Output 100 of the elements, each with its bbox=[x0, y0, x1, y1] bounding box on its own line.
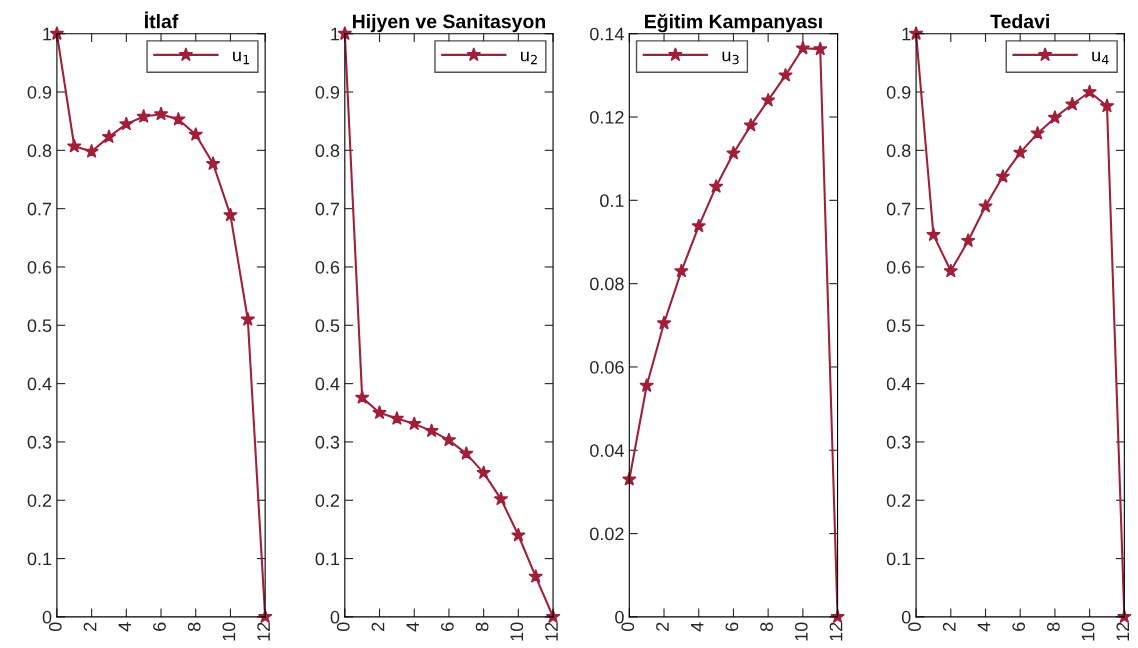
x-tick-label: 4 bbox=[690, 622, 704, 632]
point bbox=[240, 311, 256, 326]
point bbox=[812, 41, 828, 56]
point bbox=[493, 491, 509, 506]
point bbox=[223, 207, 238, 222]
y-tick-label: 0.2 bbox=[886, 494, 911, 507]
x-tick-label: 0 bbox=[621, 622, 635, 632]
y-tick-label: 0.1 bbox=[27, 552, 52, 566]
point bbox=[691, 218, 707, 233]
point bbox=[978, 198, 993, 213]
x-tick-label: 8 bbox=[187, 622, 201, 632]
point bbox=[389, 410, 405, 425]
y-tick-label: 0.3 bbox=[886, 435, 911, 449]
point bbox=[171, 111, 186, 126]
point bbox=[84, 143, 99, 158]
x-tick-label: 10 bbox=[1081, 622, 1095, 641]
x-tick-label: 6 bbox=[441, 622, 454, 631]
x-tick-label: 12 bbox=[545, 622, 558, 641]
y-tick-label: 0.1 bbox=[600, 194, 624, 208]
point bbox=[406, 416, 422, 431]
y-tick-label: 0.5 bbox=[27, 319, 52, 333]
point bbox=[1099, 98, 1115, 113]
x-tick-label: 6 bbox=[1012, 622, 1026, 631]
y-tick-label: 0.7 bbox=[27, 202, 52, 216]
y-tick-label: 0.8 bbox=[27, 144, 52, 158]
y-tick-label: 0.7 bbox=[886, 202, 911, 216]
x-tick-label: 6 bbox=[153, 622, 166, 631]
point bbox=[101, 129, 117, 144]
point bbox=[372, 405, 387, 420]
y-tick-label: 0.06 bbox=[590, 360, 624, 374]
x-tick-label: 12 bbox=[257, 622, 270, 641]
y-tick-label: 0.9 bbox=[886, 85, 911, 99]
chart-title: İtlaf bbox=[145, 11, 179, 29]
point bbox=[511, 527, 526, 542]
x-tick-label: 2 bbox=[371, 622, 385, 631]
y-tick-label: 0.14 bbox=[590, 27, 624, 41]
point bbox=[1064, 96, 1080, 111]
x-tick-label: 4 bbox=[118, 622, 131, 632]
chart-title: Hijyen ve Sanitasyon bbox=[352, 14, 545, 33]
x-tick-label: 8 bbox=[475, 622, 489, 632]
x-tick-label: 12 bbox=[829, 622, 843, 641]
point bbox=[1012, 145, 1028, 159]
y-tick-label: 0.8 bbox=[315, 144, 340, 158]
y-tick-label: 0.4 bbox=[886, 377, 911, 391]
point bbox=[66, 138, 82, 153]
x-tick-label: 6 bbox=[725, 622, 739, 631]
point bbox=[926, 227, 941, 242]
x-tick-label: 0 bbox=[908, 622, 921, 632]
legend-label: u$_{3}$ bbox=[722, 51, 739, 65]
x-tick-label: 10 bbox=[222, 622, 236, 641]
x-tick-label: 10 bbox=[510, 622, 524, 641]
legend-label: u$_{4}$ bbox=[1092, 51, 1109, 65]
x-tick-label: 12 bbox=[1116, 622, 1130, 641]
point bbox=[119, 116, 134, 131]
point bbox=[528, 569, 544, 583]
point bbox=[778, 67, 793, 82]
y-tick-label: 0.9 bbox=[27, 85, 52, 99]
point bbox=[995, 168, 1011, 183]
y-tick-label: 0.04 bbox=[590, 444, 624, 457]
y-tick-label: 0.9 bbox=[315, 85, 340, 99]
x-tick-label: 8 bbox=[760, 622, 773, 632]
x-tick-label: 2 bbox=[656, 622, 669, 631]
y-tick-label: 0.8 bbox=[886, 144, 911, 158]
y-tick-label: 0.2 bbox=[315, 494, 340, 507]
x-tick-label: 8 bbox=[1046, 622, 1060, 632]
point bbox=[743, 117, 759, 132]
point bbox=[441, 432, 457, 447]
y-tick-label: 1 bbox=[902, 27, 911, 41]
x-tick-label: 2 bbox=[83, 622, 97, 631]
point bbox=[1082, 84, 1097, 99]
chart-title: Eğitim Kampanyası bbox=[645, 13, 822, 33]
legend-label: u$_{2}$ bbox=[521, 51, 537, 65]
point bbox=[760, 92, 776, 107]
y-tick-label: 0.6 bbox=[315, 260, 340, 274]
chart-title: Tedavi bbox=[990, 14, 1049, 29]
point bbox=[1047, 110, 1063, 124]
point bbox=[795, 40, 811, 55]
point bbox=[153, 106, 169, 121]
point bbox=[476, 465, 491, 480]
legend-label: u$_{1}$ bbox=[233, 51, 250, 65]
y-tick-label: 0.7 bbox=[315, 202, 340, 216]
x-tick-label: 2 bbox=[942, 622, 956, 631]
point bbox=[188, 126, 204, 141]
y-tick-label: 0.6 bbox=[886, 260, 911, 274]
y-tick-label: 0.3 bbox=[315, 435, 340, 449]
y-tick-label: 0.6 bbox=[27, 260, 52, 274]
y-tick-label: 0.4 bbox=[315, 377, 340, 391]
point bbox=[136, 108, 151, 123]
y-tick-label: 0.3 bbox=[27, 435, 52, 449]
point bbox=[639, 378, 654, 393]
y-tick-label: 0.2 bbox=[27, 494, 52, 507]
point bbox=[656, 315, 672, 330]
y-tick-label: 0.08 bbox=[590, 277, 624, 291]
y-tick-label: 1 bbox=[43, 27, 52, 41]
point bbox=[458, 445, 474, 460]
point bbox=[708, 178, 724, 193]
point bbox=[354, 389, 370, 404]
y-tick-label: 0.02 bbox=[590, 527, 624, 541]
point bbox=[424, 423, 439, 438]
point bbox=[674, 263, 689, 278]
